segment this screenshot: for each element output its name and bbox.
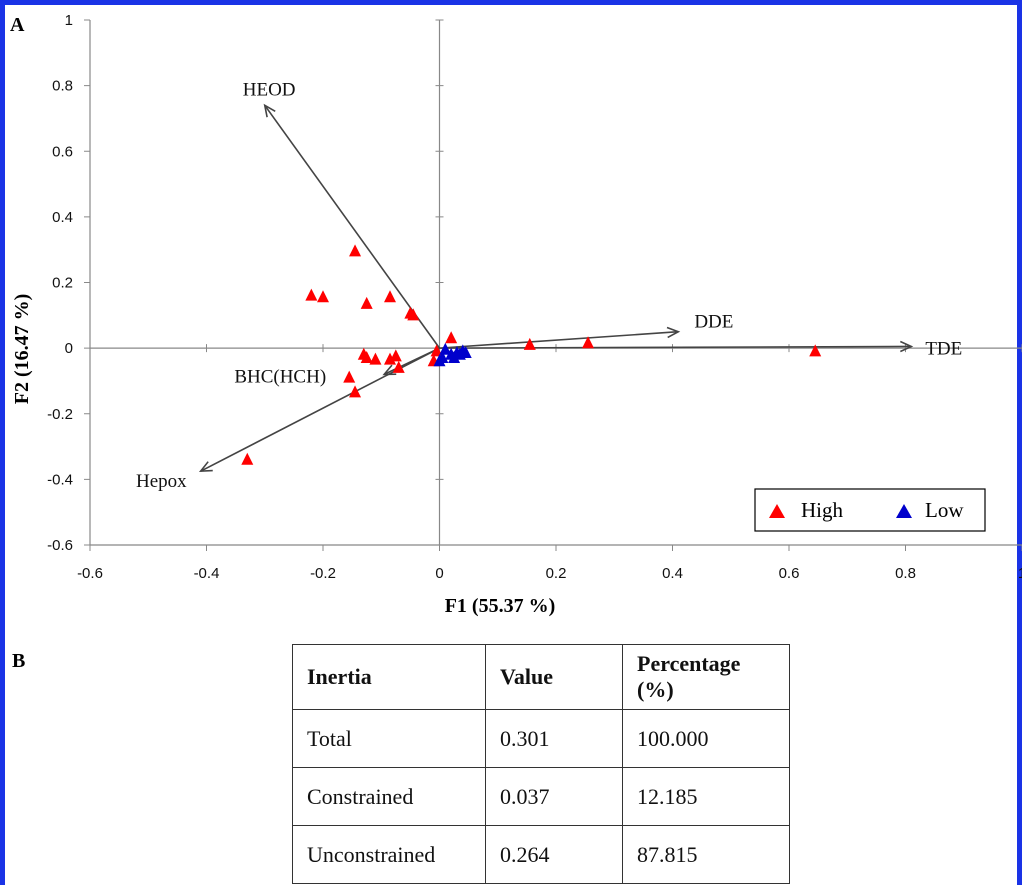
data-point-high xyxy=(317,290,329,303)
data-point-high xyxy=(407,308,420,321)
panel-a-label: A xyxy=(10,14,25,36)
y-tick-label: 0.2 xyxy=(52,275,73,292)
vector-label: TDE xyxy=(925,338,962,359)
data-point-high xyxy=(389,349,402,362)
y-axis-title: F2 (16.47 %) xyxy=(11,294,33,405)
y-tick-label: 0.4 xyxy=(52,209,73,226)
data-point-high xyxy=(809,344,822,357)
x-tick-label: -0.2 xyxy=(310,565,336,582)
y-tick-label: -0.6 xyxy=(47,537,73,554)
x-tick-label: 0 xyxy=(435,565,443,582)
table-row: Constrained 0.037 12.185 xyxy=(292,767,790,826)
x-tick-label: 0.6 xyxy=(779,565,800,582)
y-tick-label: 0.8 xyxy=(52,78,73,95)
data-point-low xyxy=(459,346,472,359)
data-point-high xyxy=(360,296,373,309)
y-tick-label: -0.2 xyxy=(47,406,73,423)
cell-value: 0.037 xyxy=(485,767,623,826)
cell-value: 0.264 xyxy=(485,825,623,884)
cell-percentage: 12.185 xyxy=(622,767,790,826)
table-header-row: Inertia Value Percentage (%) xyxy=(292,644,790,710)
legend: High Low xyxy=(754,488,986,532)
data-point-high xyxy=(523,337,536,350)
data-point-high xyxy=(305,288,318,301)
vector-label: DDE xyxy=(694,312,733,333)
data-point-high xyxy=(430,344,443,357)
header-value: Value xyxy=(485,644,623,710)
axes-layer: -0.6 -0.4 -0.2 0 0.2 0.4 0.6 0.8 1 -0.6 -0.4 -0.2 0 0… xyxy=(47,12,1022,582)
vector-label: HEOD xyxy=(243,79,296,100)
data-point-high xyxy=(241,452,254,465)
cell-percentage: 100.000 xyxy=(622,709,790,768)
legend-box xyxy=(754,488,986,532)
y-tick-label: -0.4 xyxy=(47,471,73,488)
y-tick-label: 0 xyxy=(65,340,73,357)
x-tick-label: 0.8 xyxy=(895,565,916,582)
vector-arrow xyxy=(439,340,914,353)
x-tick-label: 0.2 xyxy=(546,565,567,582)
vector-label: Hepox xyxy=(136,471,187,492)
data-point-high xyxy=(445,331,458,344)
cell-inertia: Unconstrained xyxy=(292,825,486,884)
cell-percentage: 87.815 xyxy=(622,825,790,884)
panel-b-label: B xyxy=(12,650,26,672)
data-point-high xyxy=(392,360,405,373)
biplot-chart: -0.6 -0.4 -0.2 0 0.2 0.4 0.6 0.8 1 -0.6 -0.4 -0.2 0 0… xyxy=(11,12,1022,617)
vector-label: BHC(HCH) xyxy=(234,366,326,387)
data-point-high xyxy=(383,352,396,365)
table-row: Total 0.301 100.000 xyxy=(292,709,790,768)
x-axis-title: F1 (55.37 %) xyxy=(445,595,556,617)
header-percentage: Percentage (%) xyxy=(622,644,790,710)
x-tick-label: -0.4 xyxy=(194,565,220,582)
y-tick-label: 0.6 xyxy=(52,143,73,160)
x-tick-label: 1 xyxy=(1018,565,1022,582)
data-point-high xyxy=(369,352,382,365)
x-tick-label: 0.4 xyxy=(662,565,683,582)
vector-arrow xyxy=(439,326,681,349)
cell-inertia: Total xyxy=(292,709,486,768)
data-point-low xyxy=(439,342,452,355)
data-point-low xyxy=(436,350,449,363)
legend-high-label: High xyxy=(801,498,844,522)
data-point-high xyxy=(582,336,595,349)
data-point-high xyxy=(349,244,362,257)
table-row: Unconstrained 0.264 87.815 xyxy=(292,825,790,884)
point-layer xyxy=(241,244,822,465)
vector-layer: HEOD DDE TDE BHC(HCH) Hepox xyxy=(136,79,962,492)
legend-high-marker xyxy=(769,504,785,518)
cell-value: 0.301 xyxy=(485,709,623,768)
data-point-high xyxy=(343,370,356,383)
legend-low-marker xyxy=(896,504,912,518)
header-inertia: Inertia xyxy=(292,644,486,710)
x-tick-label: -0.6 xyxy=(77,565,103,582)
data-point-high xyxy=(360,350,373,363)
data-point-high xyxy=(349,385,362,398)
data-point-high xyxy=(383,290,396,303)
inertia-table: Inertia Value Percentage (%) Total 0.301… xyxy=(292,644,790,884)
y-tick-label: 1 xyxy=(65,12,73,29)
legend-low-label: Low xyxy=(925,498,964,522)
cell-inertia: Constrained xyxy=(292,767,486,826)
